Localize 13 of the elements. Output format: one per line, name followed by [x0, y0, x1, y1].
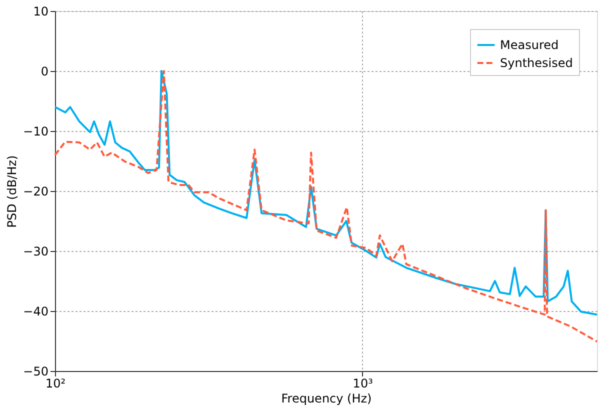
y-tick-label: 0: [40, 64, 48, 78]
y-tick-label: −40: [23, 304, 48, 318]
y-tick-label: −30: [23, 244, 48, 258]
y-tick-label: −20: [23, 184, 48, 198]
legend-label: Measured: [500, 38, 559, 52]
legend-label: Synthesised: [500, 56, 573, 70]
y-axis-title: PSD (dB/Hz): [5, 155, 20, 228]
y-tick-label: −10: [23, 124, 48, 138]
y-tick-label: 10: [33, 4, 48, 18]
x-tick-label: 10³: [352, 376, 374, 390]
y-tick-label: −50: [23, 364, 48, 378]
x-tick-label: 10²: [45, 376, 66, 390]
x-axis-title: Frequency (Hz): [281, 392, 372, 406]
